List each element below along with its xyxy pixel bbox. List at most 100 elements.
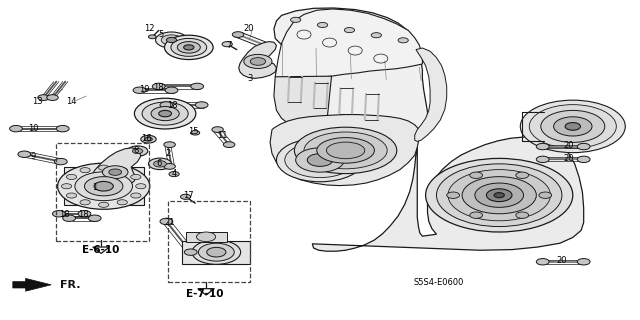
Circle shape xyxy=(164,164,175,169)
Circle shape xyxy=(180,194,191,199)
Circle shape xyxy=(18,151,31,157)
Circle shape xyxy=(148,35,156,39)
Bar xyxy=(56,143,149,241)
Text: 5: 5 xyxy=(159,30,164,39)
Bar xyxy=(64,167,144,205)
Polygon shape xyxy=(274,76,332,131)
Circle shape xyxy=(191,83,204,90)
Circle shape xyxy=(160,102,173,108)
Text: 4: 4 xyxy=(172,169,177,178)
Circle shape xyxy=(136,184,146,189)
Circle shape xyxy=(134,98,196,129)
Circle shape xyxy=(160,218,173,225)
Circle shape xyxy=(494,193,504,198)
Circle shape xyxy=(222,42,232,47)
Polygon shape xyxy=(275,9,422,82)
Circle shape xyxy=(223,142,235,148)
Circle shape xyxy=(198,243,234,261)
Circle shape xyxy=(516,172,529,179)
Circle shape xyxy=(276,138,364,182)
Circle shape xyxy=(207,247,226,257)
Circle shape xyxy=(371,33,381,38)
Text: 20: 20 xyxy=(557,256,567,265)
Circle shape xyxy=(192,240,241,264)
Polygon shape xyxy=(415,48,447,141)
Circle shape xyxy=(317,22,328,28)
Circle shape xyxy=(52,211,65,217)
Circle shape xyxy=(164,35,213,60)
Circle shape xyxy=(56,125,69,132)
Text: 19: 19 xyxy=(139,85,149,94)
Ellipse shape xyxy=(326,142,365,159)
Text: 17: 17 xyxy=(184,191,194,200)
Circle shape xyxy=(99,202,109,207)
Circle shape xyxy=(80,168,90,173)
Text: 16: 16 xyxy=(141,134,151,143)
Circle shape xyxy=(539,192,552,198)
Polygon shape xyxy=(239,42,276,78)
Text: E-7-10: E-7-10 xyxy=(186,289,223,300)
Circle shape xyxy=(195,102,208,108)
Circle shape xyxy=(232,32,244,37)
Text: 8: 8 xyxy=(134,146,139,155)
Circle shape xyxy=(536,259,549,265)
Polygon shape xyxy=(198,289,214,295)
Circle shape xyxy=(520,100,625,153)
Circle shape xyxy=(145,137,152,141)
Polygon shape xyxy=(93,247,109,253)
Circle shape xyxy=(151,107,179,121)
Text: 6: 6 xyxy=(156,159,161,168)
Circle shape xyxy=(307,154,333,166)
Circle shape xyxy=(132,148,143,154)
Circle shape xyxy=(171,38,207,56)
Text: 2: 2 xyxy=(165,149,170,158)
Polygon shape xyxy=(270,115,419,186)
Bar xyxy=(168,201,250,282)
Ellipse shape xyxy=(294,127,397,173)
Circle shape xyxy=(75,172,132,201)
Text: 18: 18 xyxy=(168,101,178,110)
Ellipse shape xyxy=(317,138,374,163)
Circle shape xyxy=(127,146,148,156)
Text: 18: 18 xyxy=(154,83,164,92)
Circle shape xyxy=(61,184,72,189)
Circle shape xyxy=(10,125,22,132)
Circle shape xyxy=(184,249,197,255)
Circle shape xyxy=(191,131,200,135)
Circle shape xyxy=(462,177,536,214)
Circle shape xyxy=(133,87,146,93)
Circle shape xyxy=(196,232,216,242)
Text: 18: 18 xyxy=(78,210,88,219)
Ellipse shape xyxy=(304,132,387,169)
Circle shape xyxy=(47,95,58,100)
Text: 20: 20 xyxy=(243,24,253,33)
Circle shape xyxy=(99,165,109,170)
Circle shape xyxy=(156,32,188,48)
Text: FR.: FR. xyxy=(60,280,81,290)
Polygon shape xyxy=(88,148,141,190)
Circle shape xyxy=(554,117,592,136)
Circle shape xyxy=(291,17,301,22)
Circle shape xyxy=(244,54,272,68)
Circle shape xyxy=(470,172,483,179)
Text: 20: 20 xyxy=(563,154,573,163)
Circle shape xyxy=(166,37,177,43)
Circle shape xyxy=(398,38,408,43)
Circle shape xyxy=(212,127,223,132)
Circle shape xyxy=(84,177,123,196)
Circle shape xyxy=(159,110,172,117)
Circle shape xyxy=(448,170,550,221)
Circle shape xyxy=(565,123,580,130)
Circle shape xyxy=(152,83,165,90)
Circle shape xyxy=(141,135,156,143)
Circle shape xyxy=(142,102,188,125)
Text: S5S4-E0600: S5S4-E0600 xyxy=(413,278,463,287)
Text: 18: 18 xyxy=(59,210,69,219)
Circle shape xyxy=(177,42,200,53)
Circle shape xyxy=(80,200,90,205)
Polygon shape xyxy=(274,8,428,148)
Text: 10: 10 xyxy=(28,124,38,132)
Circle shape xyxy=(344,28,355,33)
Text: 14: 14 xyxy=(67,97,77,106)
Circle shape xyxy=(102,166,128,179)
